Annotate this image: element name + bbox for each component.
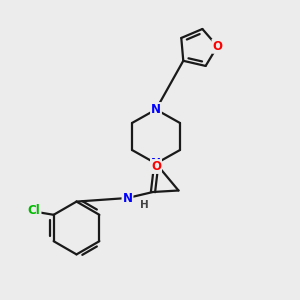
Text: N: N xyxy=(122,191,133,205)
Text: N: N xyxy=(151,103,161,116)
Text: H: H xyxy=(140,200,148,211)
Text: O: O xyxy=(212,40,222,53)
Text: O: O xyxy=(151,160,161,173)
Text: N: N xyxy=(151,157,161,170)
Text: Cl: Cl xyxy=(28,204,40,217)
